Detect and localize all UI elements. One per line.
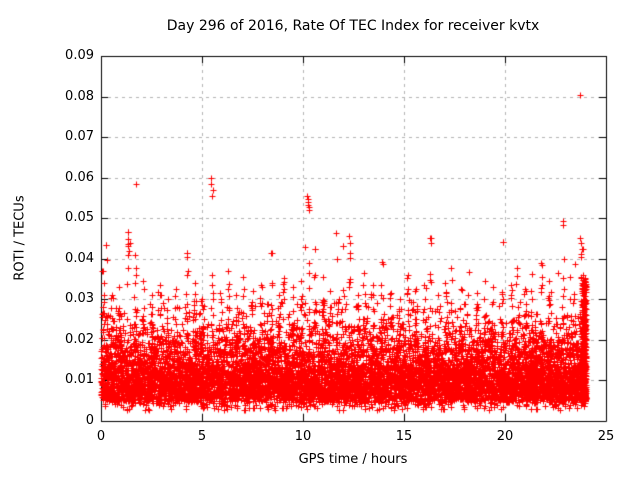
x-tick-label: 10 [294,429,312,444]
y-tick-label: 0.07 [65,129,94,145]
y-tick-label: 0.04 [65,250,94,266]
x-tick-label: 25 [597,429,615,444]
x-tick-label: 5 [197,429,207,444]
x-axis-label: GPS time / hours [298,452,408,467]
y-axis-label: ROTI / TECUs [12,195,28,281]
y-tick-label: 0.06 [65,169,94,185]
y-tick-label: 0.09 [65,48,94,63]
y-tick-label: 0.02 [65,331,94,347]
x-tick-label: 0 [96,429,106,444]
chart-title: Day 296 of 2016, Rate Of TEC Index for r… [166,18,540,34]
x-tick-label: 20 [496,429,514,444]
y-tick-label: 0.08 [65,88,94,104]
y-tick-label: 0.01 [65,372,94,388]
x-tick-label: 15 [395,429,413,444]
y-tick-label: 0 [85,413,94,428]
y-tick-label: 0.05 [65,210,94,226]
y-tick-label: 0.03 [65,291,94,307]
